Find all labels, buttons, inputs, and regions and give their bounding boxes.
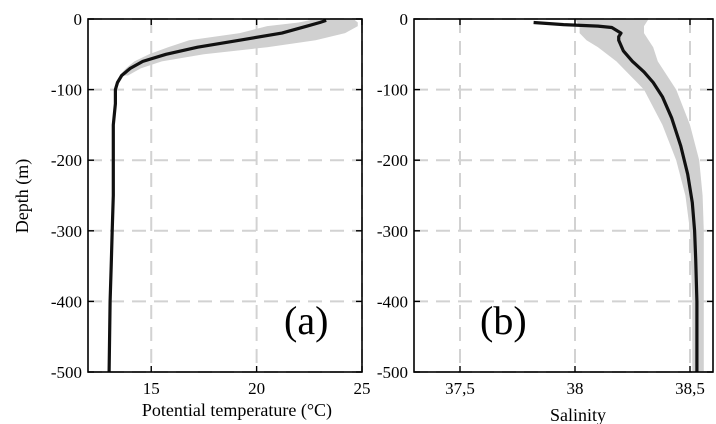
panel-a-y-tick-label: -300 — [51, 222, 82, 241]
panel-b-ticks: 37,5 38 38,5 0 -100 -200 -300 -400 -500 — [377, 10, 713, 398]
panel-b-x-tick-label: 38 — [567, 379, 584, 398]
panel-b-salinity: 37,5 38 38,5 0 -100 -200 -300 -400 -500 (b) Sali… — [377, 10, 714, 424]
panel-b-x-axis-title: Salinity — [550, 405, 606, 424]
panel-a-x-tick-label: 20 — [248, 379, 265, 398]
panel-a-x-tick-label: 25 — [354, 379, 371, 398]
panel-a-y-tick-label: -200 — [51, 151, 82, 170]
panel-b-label: (b) — [480, 298, 527, 343]
panel-a-mean-line — [107, 18, 327, 373]
panel-b-x-tick-label: 37,5 — [445, 379, 475, 398]
panel-b-y-tick-label: -100 — [377, 81, 408, 100]
panel-b-y-tick-label: -400 — [377, 292, 408, 311]
panel-b-frame — [413, 18, 714, 373]
panel-a-y-tick-label: -500 — [51, 363, 82, 382]
panel-a-envelope — [119, 19, 358, 76]
panel-a-label: (a) — [284, 298, 328, 343]
panel-b-y-tick-label: -500 — [377, 363, 408, 382]
panel-a-x-axis-title: Potential temperature (°C) — [142, 400, 332, 421]
panel-a-y-tick-label: 0 — [74, 10, 83, 29]
panel-b-y-tick-label: -300 — [377, 222, 408, 241]
panel-a-ticks: 15 20 25 0 -100 -200 -300 -400 -500 — [51, 10, 371, 398]
panel-a-temperature: 15 20 25 0 -100 -200 -300 -400 -500 (a) Potentia… — [12, 10, 371, 421]
panel-a-frame — [87, 18, 363, 373]
panel-b-y-tick-label: 0 — [400, 10, 409, 29]
panel-b-x-tick-label: 38,5 — [675, 379, 705, 398]
panel-a-x-tick-label: 15 — [143, 379, 160, 398]
panel-b-y-tick-label: -200 — [377, 151, 408, 170]
panel-a-y-axis-title: Depth (m) — [12, 159, 33, 233]
panel-a-y-tick-label: -400 — [51, 292, 82, 311]
panel-b-envelope — [575, 19, 704, 372]
panel-b-mean-line — [533, 20, 699, 372]
panel-b-grid — [414, 18, 713, 373]
panel-a-y-tick-label: -100 — [51, 81, 82, 100]
